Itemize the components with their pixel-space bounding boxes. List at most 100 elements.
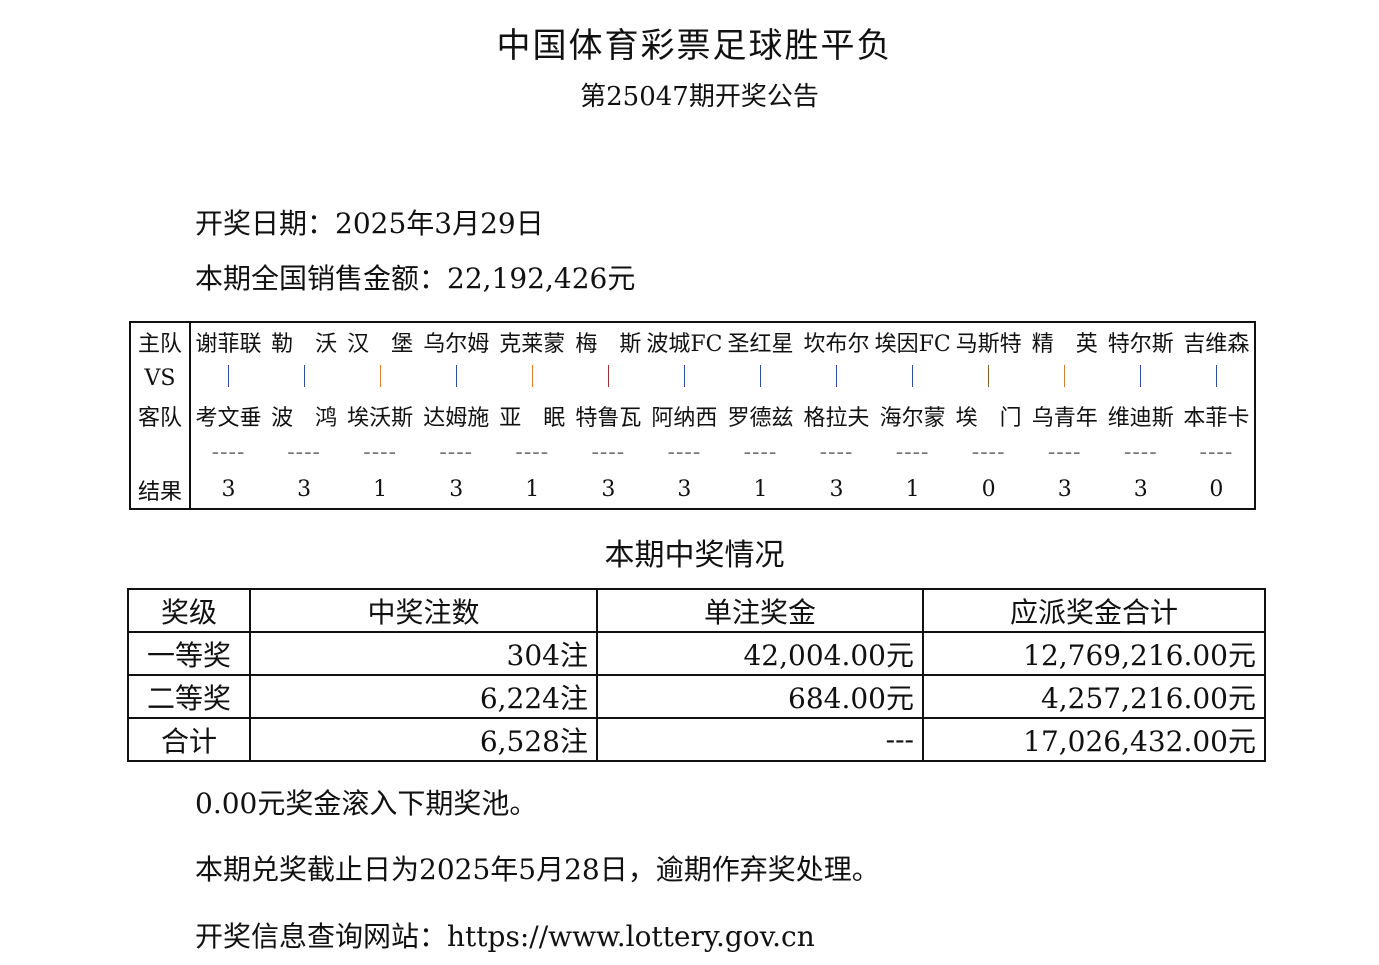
dash-separator: ---- bbox=[363, 440, 398, 465]
home-team: 坎布尔 bbox=[803, 331, 870, 357]
dash-separator: ---- bbox=[211, 440, 246, 465]
vs-divider bbox=[951, 360, 1027, 397]
away-team: 埃沃斯 bbox=[347, 405, 414, 431]
dash-separator: ---- bbox=[1123, 440, 1158, 465]
issue-subtitle: 第25047期开奖公告 bbox=[580, 82, 819, 112]
header-winners: 中奖注数 bbox=[249, 588, 598, 633]
match-result: 3 bbox=[1057, 477, 1072, 502]
prize-winners: 6,528注 bbox=[249, 717, 598, 762]
away-team: 本菲卡 bbox=[1183, 405, 1250, 431]
prize-winners: 6,224注 bbox=[249, 674, 598, 719]
section-title: 本期中奖情况 bbox=[604, 538, 785, 573]
away-team: 海尔蒙 bbox=[879, 405, 946, 431]
home-team: 波城FC bbox=[646, 331, 723, 357]
prize-winners: 304注 bbox=[249, 631, 598, 676]
page-title: 中国体育彩票足球胜平负 bbox=[496, 26, 893, 66]
match-table: 主队 谢菲联勒 沃汉 堡乌尔姆 克莱蒙梅 斯波城FC 圣红星 坎布尔 埃因FC 马斯特精 英… bbox=[129, 321, 1256, 510]
header-level: 奖级 bbox=[127, 588, 251, 633]
header-total-prize: 应派奖金合计 bbox=[922, 588, 1266, 633]
sales-amount: 本期全国销售金额：22,192,426元 bbox=[195, 262, 636, 295]
match-result: 0 bbox=[1209, 477, 1224, 502]
vs-line-icon bbox=[531, 364, 533, 387]
away-team: 乌青年 bbox=[1031, 405, 1098, 431]
vs-line-icon bbox=[912, 364, 914, 387]
away-team: 亚 眠 bbox=[499, 405, 566, 431]
dash-separator: ---- bbox=[971, 440, 1006, 465]
vs-line-icon bbox=[988, 364, 990, 387]
prize-row: 一等奖 304注 42,004.00元 12,769,216.00元 bbox=[127, 631, 1266, 676]
vs-line-icon bbox=[303, 364, 305, 387]
vs-divider bbox=[190, 360, 266, 397]
away-label: 客队 bbox=[130, 397, 191, 434]
vs-divider bbox=[646, 360, 722, 397]
vs-divider bbox=[342, 360, 418, 397]
vs-divider bbox=[266, 360, 342, 397]
home-label: 主队 bbox=[130, 322, 191, 360]
prize-total: 17,026,432.00元 bbox=[922, 717, 1266, 762]
home-team: 谢菲联 bbox=[195, 331, 262, 357]
dash-separator: ---- bbox=[819, 440, 854, 465]
home-team: 汉 堡 bbox=[347, 331, 414, 357]
vs-line-icon bbox=[1215, 364, 1217, 387]
dash-separator: ---- bbox=[895, 440, 930, 465]
away-team: 考文垂 bbox=[195, 405, 262, 431]
vs-divider bbox=[1103, 360, 1179, 397]
vs-divider bbox=[722, 360, 798, 397]
blank-label bbox=[130, 434, 191, 471]
prize-row: 二等奖 6,224注 684.00元 4,257,216.00元 bbox=[127, 674, 1266, 719]
vs-line-icon bbox=[683, 364, 685, 387]
website-note: 开奖信息查询网站：https://www.lottery.gov.cn bbox=[195, 920, 815, 953]
prize-unit: 42,004.00元 bbox=[596, 631, 924, 676]
dash-separator: ---- bbox=[515, 440, 550, 465]
match-result: 1 bbox=[753, 477, 768, 502]
match-result: 3 bbox=[1133, 477, 1148, 502]
match-result: 3 bbox=[677, 477, 692, 502]
away-team: 埃 门 bbox=[955, 405, 1022, 431]
home-team: 圣红星 bbox=[727, 331, 794, 357]
match-result: 1 bbox=[525, 477, 540, 502]
vs-line-icon bbox=[228, 364, 230, 387]
prize-level: 二等奖 bbox=[127, 674, 251, 719]
home-team: 马斯特 bbox=[955, 331, 1022, 357]
prize-unit: --- bbox=[596, 717, 924, 762]
prize-table: 奖级 中奖注数 单注奖金 应派奖金合计 一等奖 304注 42,004.00元 … bbox=[127, 588, 1266, 762]
prize-total: 12,769,216.00元 bbox=[922, 631, 1266, 676]
dash-separator: ---- bbox=[439, 440, 474, 465]
home-team: 精 英 bbox=[1031, 331, 1098, 357]
dash-separator: ---- bbox=[1199, 440, 1234, 465]
vs-line-icon bbox=[379, 364, 381, 387]
vs-divider bbox=[494, 360, 570, 397]
vs-line-icon bbox=[607, 364, 609, 387]
prize-total: 4,257,216.00元 bbox=[922, 674, 1266, 719]
vs-divider bbox=[570, 360, 646, 397]
prize-header-row: 奖级 中奖注数 单注奖金 应派奖金合计 bbox=[127, 588, 1266, 633]
home-team: 梅 斯 bbox=[575, 331, 642, 357]
vs-divider bbox=[799, 360, 875, 397]
match-result: 3 bbox=[297, 477, 312, 502]
vs-line-icon bbox=[1140, 364, 1142, 387]
match-result: 0 bbox=[981, 477, 996, 502]
prize-total-row: 合计 6,528注 --- 17,026,432.00元 bbox=[127, 717, 1266, 762]
vs-label: VS bbox=[130, 360, 191, 397]
away-team: 达姆施 bbox=[423, 405, 490, 431]
away-team: 格拉夫 bbox=[803, 405, 870, 431]
vs-divider bbox=[418, 360, 494, 397]
home-team: 特尔斯 bbox=[1107, 331, 1174, 357]
match-result: 1 bbox=[905, 477, 920, 502]
deadline-note: 本期兑奖截止日为2025年5月28日，逾期作弃奖处理。 bbox=[195, 853, 880, 886]
home-team: 埃因FC bbox=[874, 331, 951, 357]
match-result: 3 bbox=[601, 477, 616, 502]
match-result: 3 bbox=[829, 477, 844, 502]
prize-level: 合计 bbox=[127, 717, 251, 762]
away-team: 波 鸿 bbox=[271, 405, 338, 431]
away-team: 阿纳西 bbox=[651, 405, 718, 431]
vs-line-icon bbox=[455, 364, 457, 387]
home-team: 乌尔姆 bbox=[423, 331, 490, 357]
vs-line-icon bbox=[1064, 364, 1066, 387]
prize-level: 一等奖 bbox=[127, 631, 251, 676]
prize-unit: 684.00元 bbox=[596, 674, 924, 719]
dash-separator: ---- bbox=[287, 440, 321, 465]
rollover-note: 0.00元奖金滚入下期奖池。 bbox=[195, 787, 538, 820]
result-label: 结果 bbox=[130, 471, 191, 509]
away-team: 罗德兹 bbox=[727, 405, 794, 431]
